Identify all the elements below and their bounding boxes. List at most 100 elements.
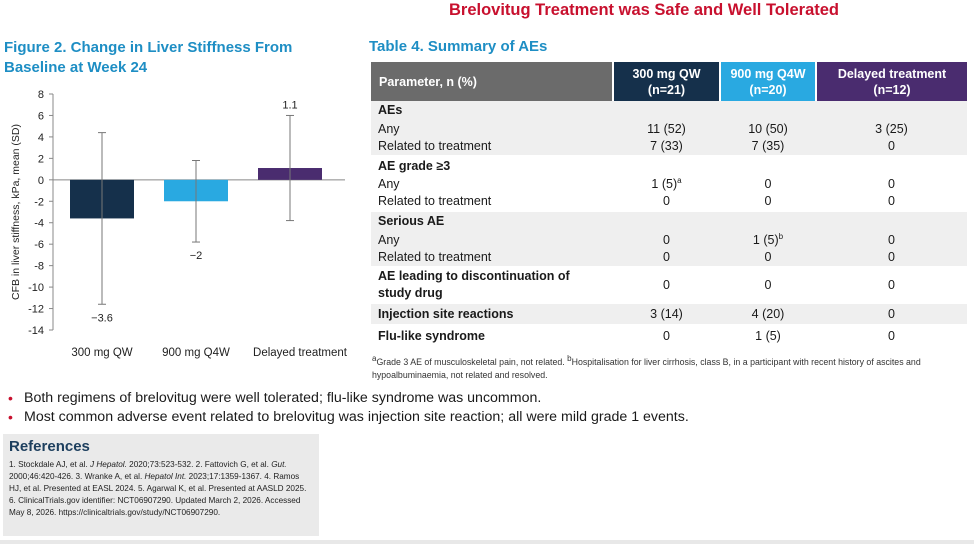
cell-value: 0	[816, 266, 967, 303]
table-footnote: aGrade 3 AE of musculoskeletal pain, not…	[372, 354, 968, 382]
ref-1: 1. Stockdale AJ, et al.	[9, 460, 91, 469]
y-tick-label: 4	[38, 132, 44, 144]
liver-stiffness-bar-chart: 8 6 4 2 0 -2 -4 -6 -8 -10 -12 -14 CFB in liver stiff…	[10, 89, 348, 359]
table-row-flu-like: Flu-like syndrome 0 1 (5) 0	[371, 324, 967, 347]
cell-value: 0	[816, 138, 967, 156]
row-heading: AEs	[371, 101, 613, 120]
cell-value: 0	[816, 302, 967, 325]
row-heading: AE leading to discontinuation of study d…	[371, 266, 613, 303]
row-label: Any	[371, 120, 613, 138]
table-row-serious-any: Any 0 1 (5)b 0	[371, 231, 967, 249]
cell-value: 0	[720, 266, 816, 303]
table-row-grade3-heading: AE grade ≥3	[371, 155, 967, 176]
footnote-marker: a	[677, 175, 682, 185]
table-row-serious-related: Related to treatment 0 0 0	[371, 249, 967, 267]
row-label: Related to treatment	[371, 138, 613, 156]
cell-value: 11 (52)	[613, 120, 720, 138]
bullet-item: • Both regimens of brelovitug were well t…	[8, 389, 958, 408]
cell-value: 0	[764, 177, 772, 191]
header-delayed-n: (n=12)	[873, 82, 911, 97]
row-heading: Serious AE	[371, 210, 613, 231]
cell-value: 7 (35)	[720, 138, 816, 156]
cell-value: 0	[663, 194, 670, 208]
cell-value: 0	[720, 249, 816, 267]
ref-2-rest: 2000;46:420-426.	[9, 472, 76, 481]
ref-6: 6. ClinicalTrials.gov identifier: NCT069…	[9, 496, 301, 517]
figure-title: Figure 2. Change in Liver Stiffness From…	[4, 39, 293, 76]
table-row-grade3-related: Related to treatment 0 0 0	[371, 193, 967, 211]
y-tick-label: -10	[28, 282, 44, 294]
x-category-label: 300 mg QW	[71, 347, 132, 359]
cell-value-text: 1 (5)	[752, 232, 779, 247]
cell-value: 4 (20)	[720, 302, 816, 325]
ref-2-journal: Gut.	[271, 460, 287, 469]
key-findings-list: • Both regimens of brelovitug were well t…	[8, 389, 958, 427]
row-heading: AE grade ≥3	[371, 155, 613, 176]
ae-summary-table: Parameter, n (%) 300 mg QW (n=21) 900 mg …	[371, 62, 967, 347]
poster-title: Brelovitug Treatment was Safe and Well T…	[449, 1, 839, 19]
ref-4: 4. Ramos HJ, et al. Presented at EASL 20…	[9, 472, 300, 493]
ref-1-rest: 2020;73:523-532.	[126, 460, 196, 469]
header-parameter: Parameter, n (%)	[371, 62, 614, 101]
y-tick-label: -6	[34, 239, 44, 251]
cell-value: 10 (50)	[720, 120, 816, 138]
cell-value: 1 (5)	[720, 324, 816, 347]
y-tick-label: 6	[38, 110, 44, 122]
cell-value: 7 (33)	[613, 138, 720, 156]
ref-1-journal: J Hepatol.	[90, 460, 127, 469]
table-row-grade3-any: Any 1 (5)a 0 0	[371, 176, 967, 193]
ref-5: 5. Agarwal K, et al. Presented at AASLD …	[137, 484, 307, 493]
header-delayed-treatment: Delayed treatment (n=12)	[816, 62, 967, 101]
row-label: Related to treatment	[371, 249, 613, 267]
cell-value: 0	[888, 177, 895, 191]
y-tick-label: -12	[28, 304, 44, 316]
cell-value: 0	[613, 324, 720, 347]
cell-value: 0	[816, 231, 967, 249]
table-row-aes-related: Related to treatment 7 (33) 7 (35) 0	[371, 138, 967, 156]
footnote-b: Hospitalisation for liver cirrhosis, cla…	[372, 357, 921, 380]
cell-value: 0	[613, 249, 720, 267]
x-category-label: Delayed treatment	[253, 347, 348, 359]
footnote-marker-b: b	[567, 354, 572, 364]
y-tick-label: -4	[34, 218, 44, 230]
row-label: Any	[371, 231, 613, 249]
data-label: −3.6	[91, 312, 113, 324]
header-900mg-q4w: 900 mg Q4W (n=20)	[720, 62, 817, 101]
table-row-aes-heading: AEs	[371, 101, 967, 120]
y-tick-label: 0	[38, 175, 44, 187]
bullet-dot-icon: •	[8, 409, 13, 425]
header-delayed-label: Delayed treatment	[837, 66, 947, 81]
footnote-marker: b	[778, 231, 784, 241]
ref-3-journal: Hepatol Int.	[144, 472, 187, 481]
cell-value: 3 (14)	[613, 302, 720, 325]
table-row-serious-heading: Serious AE	[371, 210, 967, 231]
table-row-injection-site: Injection site reactions 3 (14) 4 (20) 0	[371, 302, 967, 325]
ref-2: 2. Fattovich G, et al.	[195, 460, 272, 469]
footnote-marker-a: a	[372, 354, 377, 364]
bottom-divider	[0, 540, 974, 544]
footnote-a: Grade 3 AE of musculoskeletal pain, not …	[376, 357, 568, 367]
header-300mg-n: (n=21)	[647, 82, 686, 97]
table-row-aes-any: Any 11 (52) 10 (50) 3 (25)	[371, 120, 967, 138]
x-category-label: 900 mg Q4W	[162, 347, 230, 359]
references-list: 1. Stockdale AJ, et al. J Hepatol. 2020;…	[9, 459, 313, 519]
data-label: 1.1	[282, 99, 297, 111]
row-heading: Flu-like syndrome	[371, 324, 613, 347]
cell-value: 0	[816, 324, 967, 347]
bullet-dot-icon: •	[8, 390, 13, 406]
ref-3-rest: 2023;17:1359-1367.	[186, 472, 265, 481]
cell-value: 0	[613, 266, 720, 303]
row-label: Related to treatment	[378, 194, 492, 208]
cell-value: 1 (5)b	[720, 231, 816, 249]
y-tick-label: -14	[28, 325, 44, 337]
cell-value-text: 1 (5)	[651, 177, 678, 191]
y-axis-label: CFB in liver stiffness, kPa, mean (SD)	[10, 124, 22, 300]
ref-3: 3. Wranke A, et al.	[75, 472, 145, 481]
header-300mg-qw: 300 mg QW (n=21)	[613, 62, 721, 101]
cell-value: 0	[613, 231, 720, 249]
bullet-text: Both regimens of brelovitug were well to…	[24, 390, 542, 406]
references-box: References 1. Stockdale AJ, et al. J Hep…	[3, 434, 319, 536]
y-tick-label: -8	[34, 261, 44, 273]
bullet-text: Most common adverse event related to bre…	[24, 409, 689, 425]
y-tick-label: 2	[38, 153, 44, 165]
